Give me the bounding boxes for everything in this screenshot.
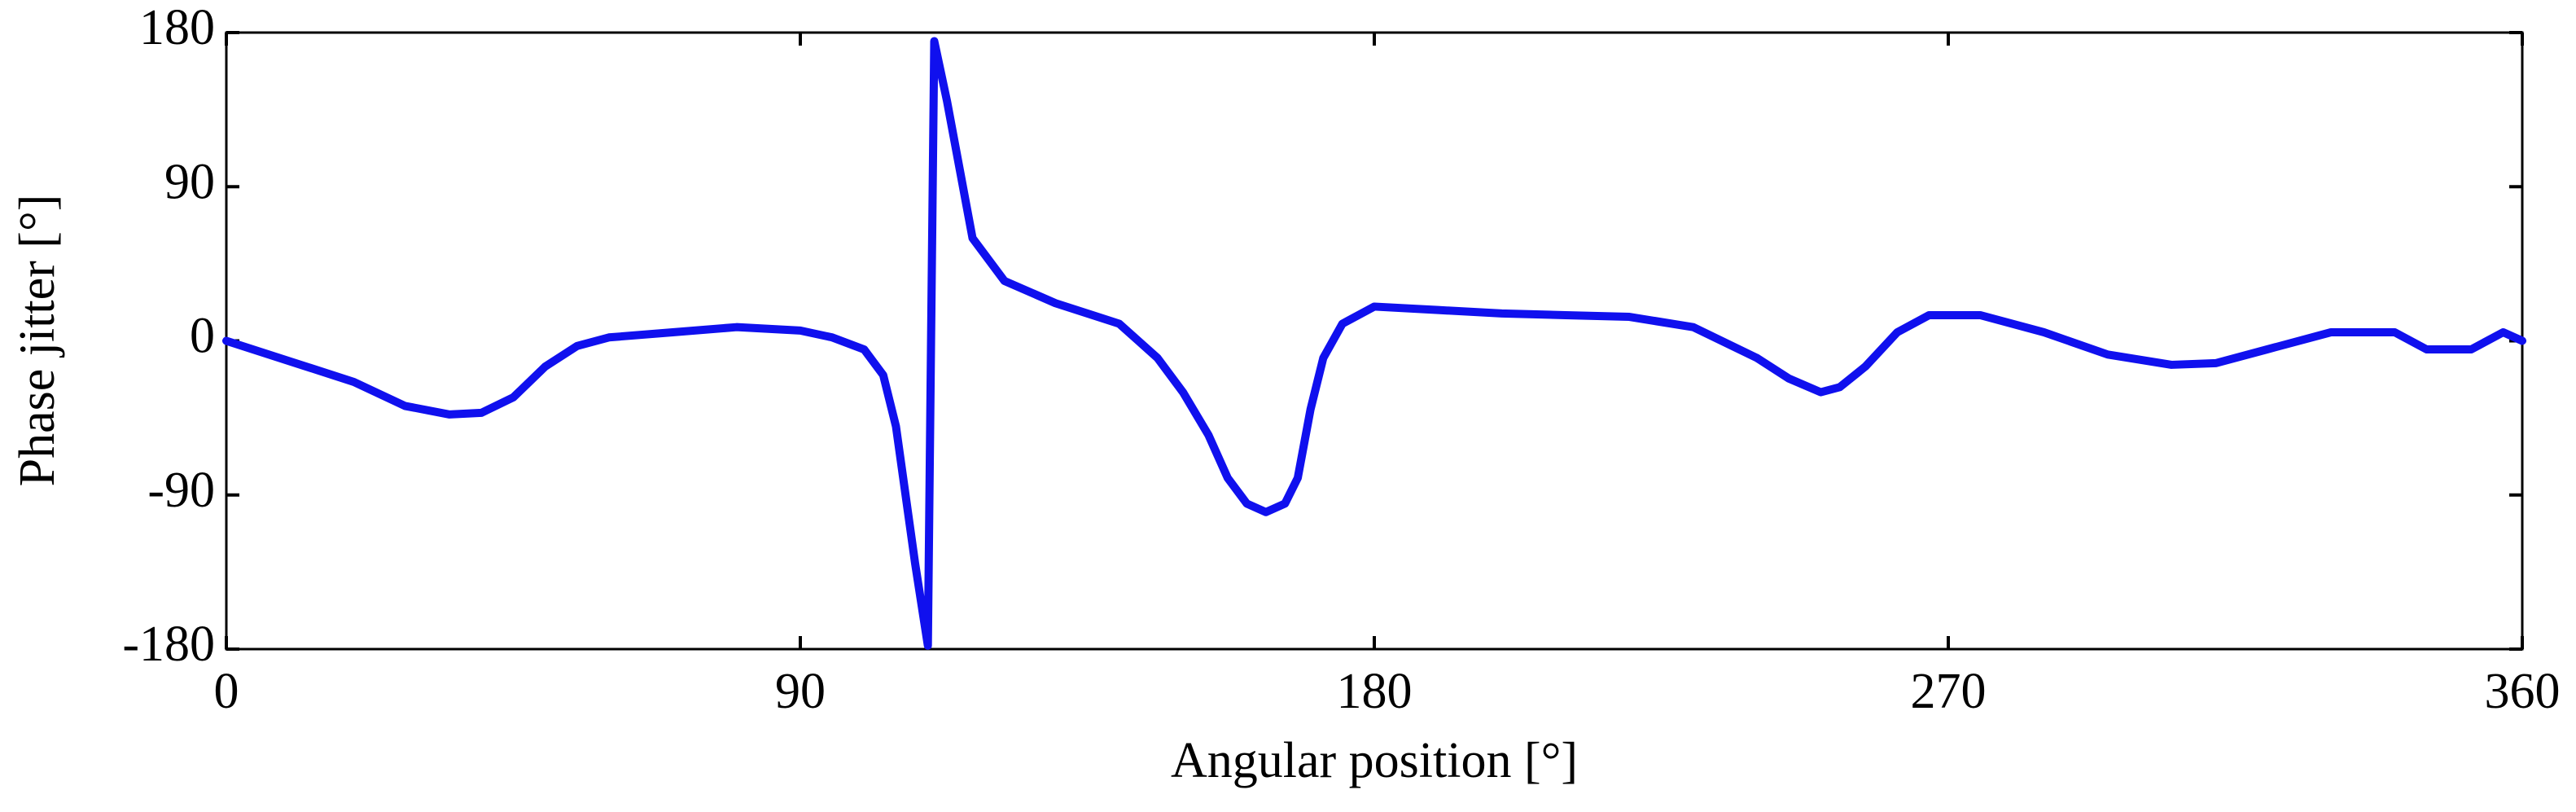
y-tick-label: 0 xyxy=(190,309,215,364)
x-tick-label: 90 xyxy=(775,664,826,719)
x-axis-label: Angular position [°] xyxy=(1171,733,1578,788)
y-axis-label: Phase jitter [°] xyxy=(10,195,65,487)
y-tick-label: -90 xyxy=(147,463,215,518)
x-tick-label: 180 xyxy=(1337,664,1413,719)
y-tick-label: -180 xyxy=(122,617,215,672)
y-tick-label: 90 xyxy=(164,154,215,209)
x-tick-label: 0 xyxy=(214,664,239,719)
plot-frame xyxy=(225,31,2524,651)
y-tick-label: 180 xyxy=(139,0,215,55)
x-tick-label: 360 xyxy=(2485,664,2561,719)
data-line xyxy=(222,37,2526,650)
x-tick-label: 270 xyxy=(1911,664,1987,719)
